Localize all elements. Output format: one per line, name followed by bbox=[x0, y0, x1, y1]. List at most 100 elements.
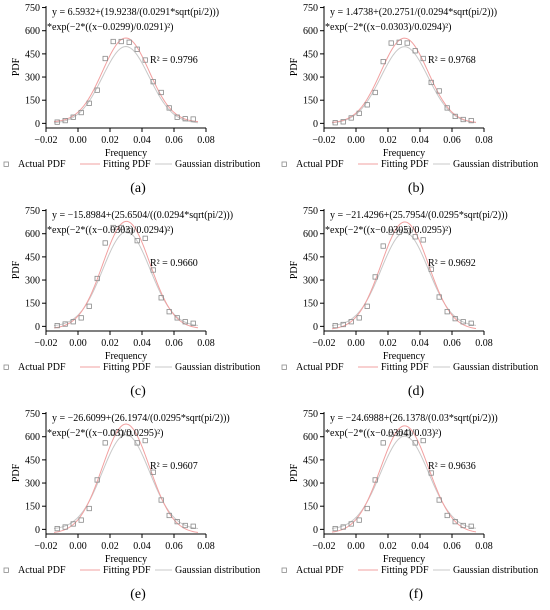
y-tick-label: 750 bbox=[303, 3, 318, 14]
actual-pdf-point bbox=[142, 437, 148, 444]
gaussian-distribution-line bbox=[331, 435, 477, 529]
y-tick-label: 300 bbox=[303, 73, 318, 84]
fitting-pdf-line bbox=[331, 425, 477, 533]
actual-pdf-point bbox=[404, 40, 410, 46]
y-tick-label: 300 bbox=[25, 73, 40, 84]
actual-pdf-point bbox=[420, 437, 426, 444]
chart-panel: 0 150 300 450 600 750 −0.02 0.00 0.02 0.04 0.06 0.0… bbox=[3, 3, 260, 196]
actual-pdf-point bbox=[364, 102, 370, 108]
fit-equation-line-2: *exp(−2*((x−0.0305)/0.0295)²) bbox=[325, 225, 451, 236]
y-tick-label: 600 bbox=[303, 26, 318, 37]
y-tick-label: 450 bbox=[25, 455, 40, 466]
actual-pdf-point bbox=[182, 116, 188, 122]
legend-fitting-label: Fitting PDF bbox=[103, 159, 151, 170]
actual-pdf-point bbox=[70, 319, 76, 325]
actual-pdf-point bbox=[364, 303, 370, 309]
y-tick-label: 0 bbox=[35, 525, 40, 536]
actual-pdf-point bbox=[468, 523, 474, 529]
actual-pdf-point bbox=[404, 430, 410, 436]
x-tick-label: 0.00 bbox=[69, 338, 87, 349]
x-tick-label: 0.06 bbox=[443, 135, 461, 146]
y-axis-label: PDF bbox=[11, 57, 22, 76]
y-tick-label: 750 bbox=[303, 206, 318, 217]
legend-actual-marker bbox=[3, 364, 9, 370]
actual-pdf-point bbox=[452, 113, 458, 120]
x-tick-label: 0.00 bbox=[69, 135, 87, 146]
actual-pdf-point bbox=[70, 521, 76, 527]
y-axis-label: PDF bbox=[11, 260, 22, 279]
actual-pdf-point bbox=[142, 235, 148, 241]
actual-pdf-point bbox=[388, 431, 394, 437]
y-tick-label: 0 bbox=[35, 119, 40, 130]
y-tick-label: 600 bbox=[25, 229, 40, 240]
actual-pdf-point bbox=[332, 322, 338, 329]
gaussian-distribution-line bbox=[331, 231, 477, 327]
actual-pdf-point bbox=[70, 114, 76, 120]
actual-pdf-point bbox=[158, 497, 164, 503]
legend-actual-marker bbox=[281, 161, 287, 167]
x-tick-label: 0.04 bbox=[411, 541, 429, 552]
actual-pdf-point bbox=[372, 274, 378, 280]
y-tick-label: 750 bbox=[25, 206, 40, 217]
x-tick-label: 0.06 bbox=[443, 338, 461, 349]
x-tick-label: 0.08 bbox=[197, 541, 215, 552]
y-axis-label: PDF bbox=[289, 260, 300, 279]
y-tick-label: 150 bbox=[303, 96, 318, 107]
panel-label: (d) bbox=[408, 384, 425, 399]
legend-actual-label: Actual PDF bbox=[296, 565, 344, 576]
actual-pdf-point bbox=[420, 237, 426, 243]
actual-pdf-point bbox=[126, 39, 132, 45]
actual-pdf-point bbox=[174, 519, 180, 525]
panel-label: (f) bbox=[409, 587, 423, 602]
actual-pdf-point bbox=[150, 469, 156, 475]
actual-pdf-point bbox=[54, 322, 60, 329]
x-tick-label: 0.08 bbox=[475, 338, 493, 349]
actual-pdf-point bbox=[166, 105, 172, 111]
actual-pdf-point bbox=[134, 440, 140, 446]
y-tick-label: 150 bbox=[25, 299, 40, 310]
panel-label: (e) bbox=[130, 587, 146, 602]
x-axis-label: Frequency bbox=[105, 351, 147, 362]
actual-pdf-point bbox=[428, 79, 434, 86]
actual-pdf-point bbox=[348, 115, 354, 121]
actual-pdf-point bbox=[428, 470, 434, 476]
actual-pdf-point bbox=[412, 48, 418, 54]
panel-label: (c) bbox=[130, 384, 146, 399]
x-tick-label: 0.06 bbox=[165, 541, 183, 552]
actual-pdf-point bbox=[54, 119, 60, 125]
actual-pdf-point bbox=[174, 315, 180, 321]
actual-pdf-point bbox=[102, 440, 108, 446]
actual-pdf-point bbox=[110, 430, 116, 436]
actual-pdf-point bbox=[460, 319, 466, 325]
y-tick-label: 300 bbox=[303, 276, 318, 287]
legend-actual-marker bbox=[281, 567, 287, 573]
actual-pdf-point bbox=[182, 522, 188, 529]
x-tick-label: 0.04 bbox=[133, 338, 151, 349]
legend-fitting-label: Fitting PDF bbox=[381, 565, 429, 576]
x-tick-label: 0.08 bbox=[475, 135, 493, 146]
actual-pdf-point bbox=[380, 58, 386, 65]
actual-pdf-point bbox=[62, 321, 68, 327]
actual-pdf-point bbox=[110, 224, 116, 231]
fit-equation-line-1: y = −24.6988+(26.1378/(0.03*sqrt(pi/2))) bbox=[330, 413, 498, 424]
actual-pdf-point bbox=[380, 440, 386, 446]
actual-pdf-point bbox=[372, 477, 378, 483]
actual-pdf-point bbox=[78, 517, 84, 523]
x-tick-label: 0.08 bbox=[197, 338, 215, 349]
x-tick-label: 0.02 bbox=[379, 135, 397, 146]
fitting-pdf-line bbox=[53, 37, 199, 123]
fitting-pdf-line bbox=[53, 220, 199, 329]
actual-pdf-point bbox=[150, 79, 156, 85]
x-tick-label: 0.02 bbox=[101, 135, 119, 146]
x-tick-label: −0.02 bbox=[34, 338, 57, 349]
actual-pdf-point bbox=[436, 294, 442, 300]
fit-equation-line-1: y = −21.4296+(25.7954/(0.0295*sqrt(pi/2)… bbox=[330, 210, 508, 221]
chart-panel: 0 150 300 450 600 750 −0.02 0.00 0.02 0.04 0.06 0.0… bbox=[3, 409, 260, 602]
actual-pdf-point bbox=[460, 522, 466, 529]
y-axis-label: PDF bbox=[289, 463, 300, 482]
actual-pdf-point bbox=[452, 316, 458, 322]
actual-pdf-point bbox=[412, 234, 418, 240]
actual-pdf-point bbox=[428, 266, 434, 272]
y-axis-label: PDF bbox=[289, 57, 300, 76]
x-axis-label: Frequency bbox=[383, 554, 425, 565]
